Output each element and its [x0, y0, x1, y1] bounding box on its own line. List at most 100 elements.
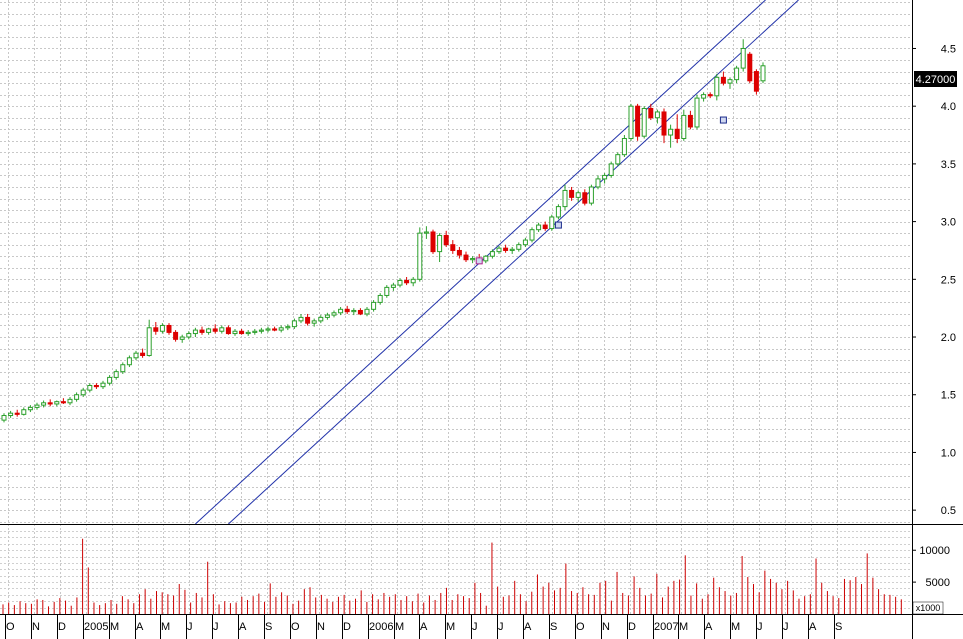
candle: [509, 248, 515, 251]
month-tick-label: O: [291, 621, 300, 633]
candle: [357, 309, 363, 315]
month-tick-label: A: [239, 621, 247, 633]
last-price-label: 4.27000: [916, 74, 956, 86]
volume-tick-label: 5000: [926, 577, 950, 589]
month-tick-label: M: [161, 621, 170, 633]
candle: [516, 244, 522, 250]
month-tick-label: N: [602, 621, 610, 633]
candle: [252, 330, 258, 333]
candle: [140, 352, 146, 356]
candle: [747, 53, 753, 82]
candle: [186, 333, 192, 338]
month-tick-label: D: [343, 621, 351, 633]
candle: [344, 308, 350, 313]
candle: [681, 114, 687, 140]
month-tick-label: M: [110, 621, 119, 633]
month-tick-label: A: [809, 621, 817, 633]
month-tick-label: D: [58, 621, 66, 633]
candle: [668, 128, 674, 136]
candle: [734, 67, 740, 81]
month-tick-label: 2005: [84, 621, 108, 633]
candle: [635, 105, 641, 137]
candle: [648, 107, 654, 119]
candle: [41, 402, 47, 406]
price-tick-label: 3.5: [941, 159, 956, 171]
candle: [542, 224, 548, 230]
volume-gridlines: [0, 531, 912, 609]
candle: [179, 336, 185, 340]
month-tick-label: M: [446, 621, 455, 633]
candle: [562, 189, 568, 208]
candle: [166, 324, 172, 333]
candle: [285, 326, 291, 329]
candle: [1, 415, 7, 421]
candle: [27, 406, 33, 411]
candle: [80, 389, 86, 396]
month-tick-label: S: [550, 621, 557, 633]
candle: [602, 174, 608, 180]
month-tick-label: A: [420, 621, 428, 633]
candle: [146, 327, 152, 356]
candle: [483, 255, 489, 262]
month-tick-label: J: [498, 621, 504, 633]
candle: [687, 114, 693, 128]
price-axis-ticks: 0.5 1.0 1.5 2.0 2.5 3.0 3.5 4.0 4.5: [912, 43, 956, 517]
candle: [654, 111, 660, 119]
candle: [410, 278, 416, 284]
candle: [555, 206, 561, 218]
candle: [351, 309, 357, 313]
price-tick-label: 2.0: [941, 332, 956, 344]
candle: [503, 247, 509, 251]
price-tick-label: 3.0: [941, 217, 956, 229]
candle: [463, 254, 469, 261]
signal-marker: [475, 257, 483, 265]
candle: [87, 384, 93, 391]
candle: [199, 329, 205, 333]
volume-unit-tag: x1000: [912, 601, 944, 615]
candle: [430, 231, 436, 253]
candle: [641, 107, 647, 137]
last-price-tag: 4.27000: [914, 71, 957, 87]
candle: [377, 294, 383, 303]
time-axis-ticks: O N D 2005 M A M J J A S O N D 2006 M A M J J A S O N D 2007 M A M J J…: [5, 614, 842, 639]
candle: [727, 79, 733, 84]
candle: [100, 382, 106, 388]
price-tick-label: 4.0: [941, 101, 956, 113]
price-tick-label: 0.5: [941, 505, 956, 517]
signal-markers: [475, 116, 727, 265]
candle: [397, 279, 403, 286]
month-tick-label: 2007: [654, 621, 678, 633]
month-tick-label: J: [472, 621, 478, 633]
candle: [456, 249, 462, 256]
volume-unit-label: x1000: [916, 603, 941, 613]
candle: [720, 76, 726, 84]
candle: [272, 328, 278, 331]
price-tick-label: 4.5: [941, 43, 956, 55]
candle: [390, 284, 396, 288]
month-tick-label: S: [265, 621, 272, 633]
candle: [153, 327, 159, 332]
trend-channel: [195, 0, 799, 525]
candle: [338, 308, 344, 314]
candle: [615, 154, 621, 165]
candles: [1, 39, 766, 423]
candle: [417, 232, 423, 280]
candle: [443, 234, 449, 246]
price-gridlines: [0, 2, 912, 523]
volume-bars: [2, 538, 902, 614]
candle: [760, 65, 766, 82]
price-tick-label: 2.5: [941, 274, 956, 286]
candle: [450, 244, 456, 251]
candle: [245, 331, 251, 335]
candle: [529, 229, 535, 241]
month-tick-label: A: [524, 621, 532, 633]
candle: [437, 234, 443, 253]
month-tick-label: M: [679, 621, 688, 633]
candle: [278, 327, 284, 331]
month-tick-label: M: [395, 621, 404, 633]
candle: [364, 308, 370, 315]
candle: [489, 251, 495, 257]
candle: [192, 329, 198, 335]
volume-axis-ticks: 5000 10000: [912, 545, 950, 589]
